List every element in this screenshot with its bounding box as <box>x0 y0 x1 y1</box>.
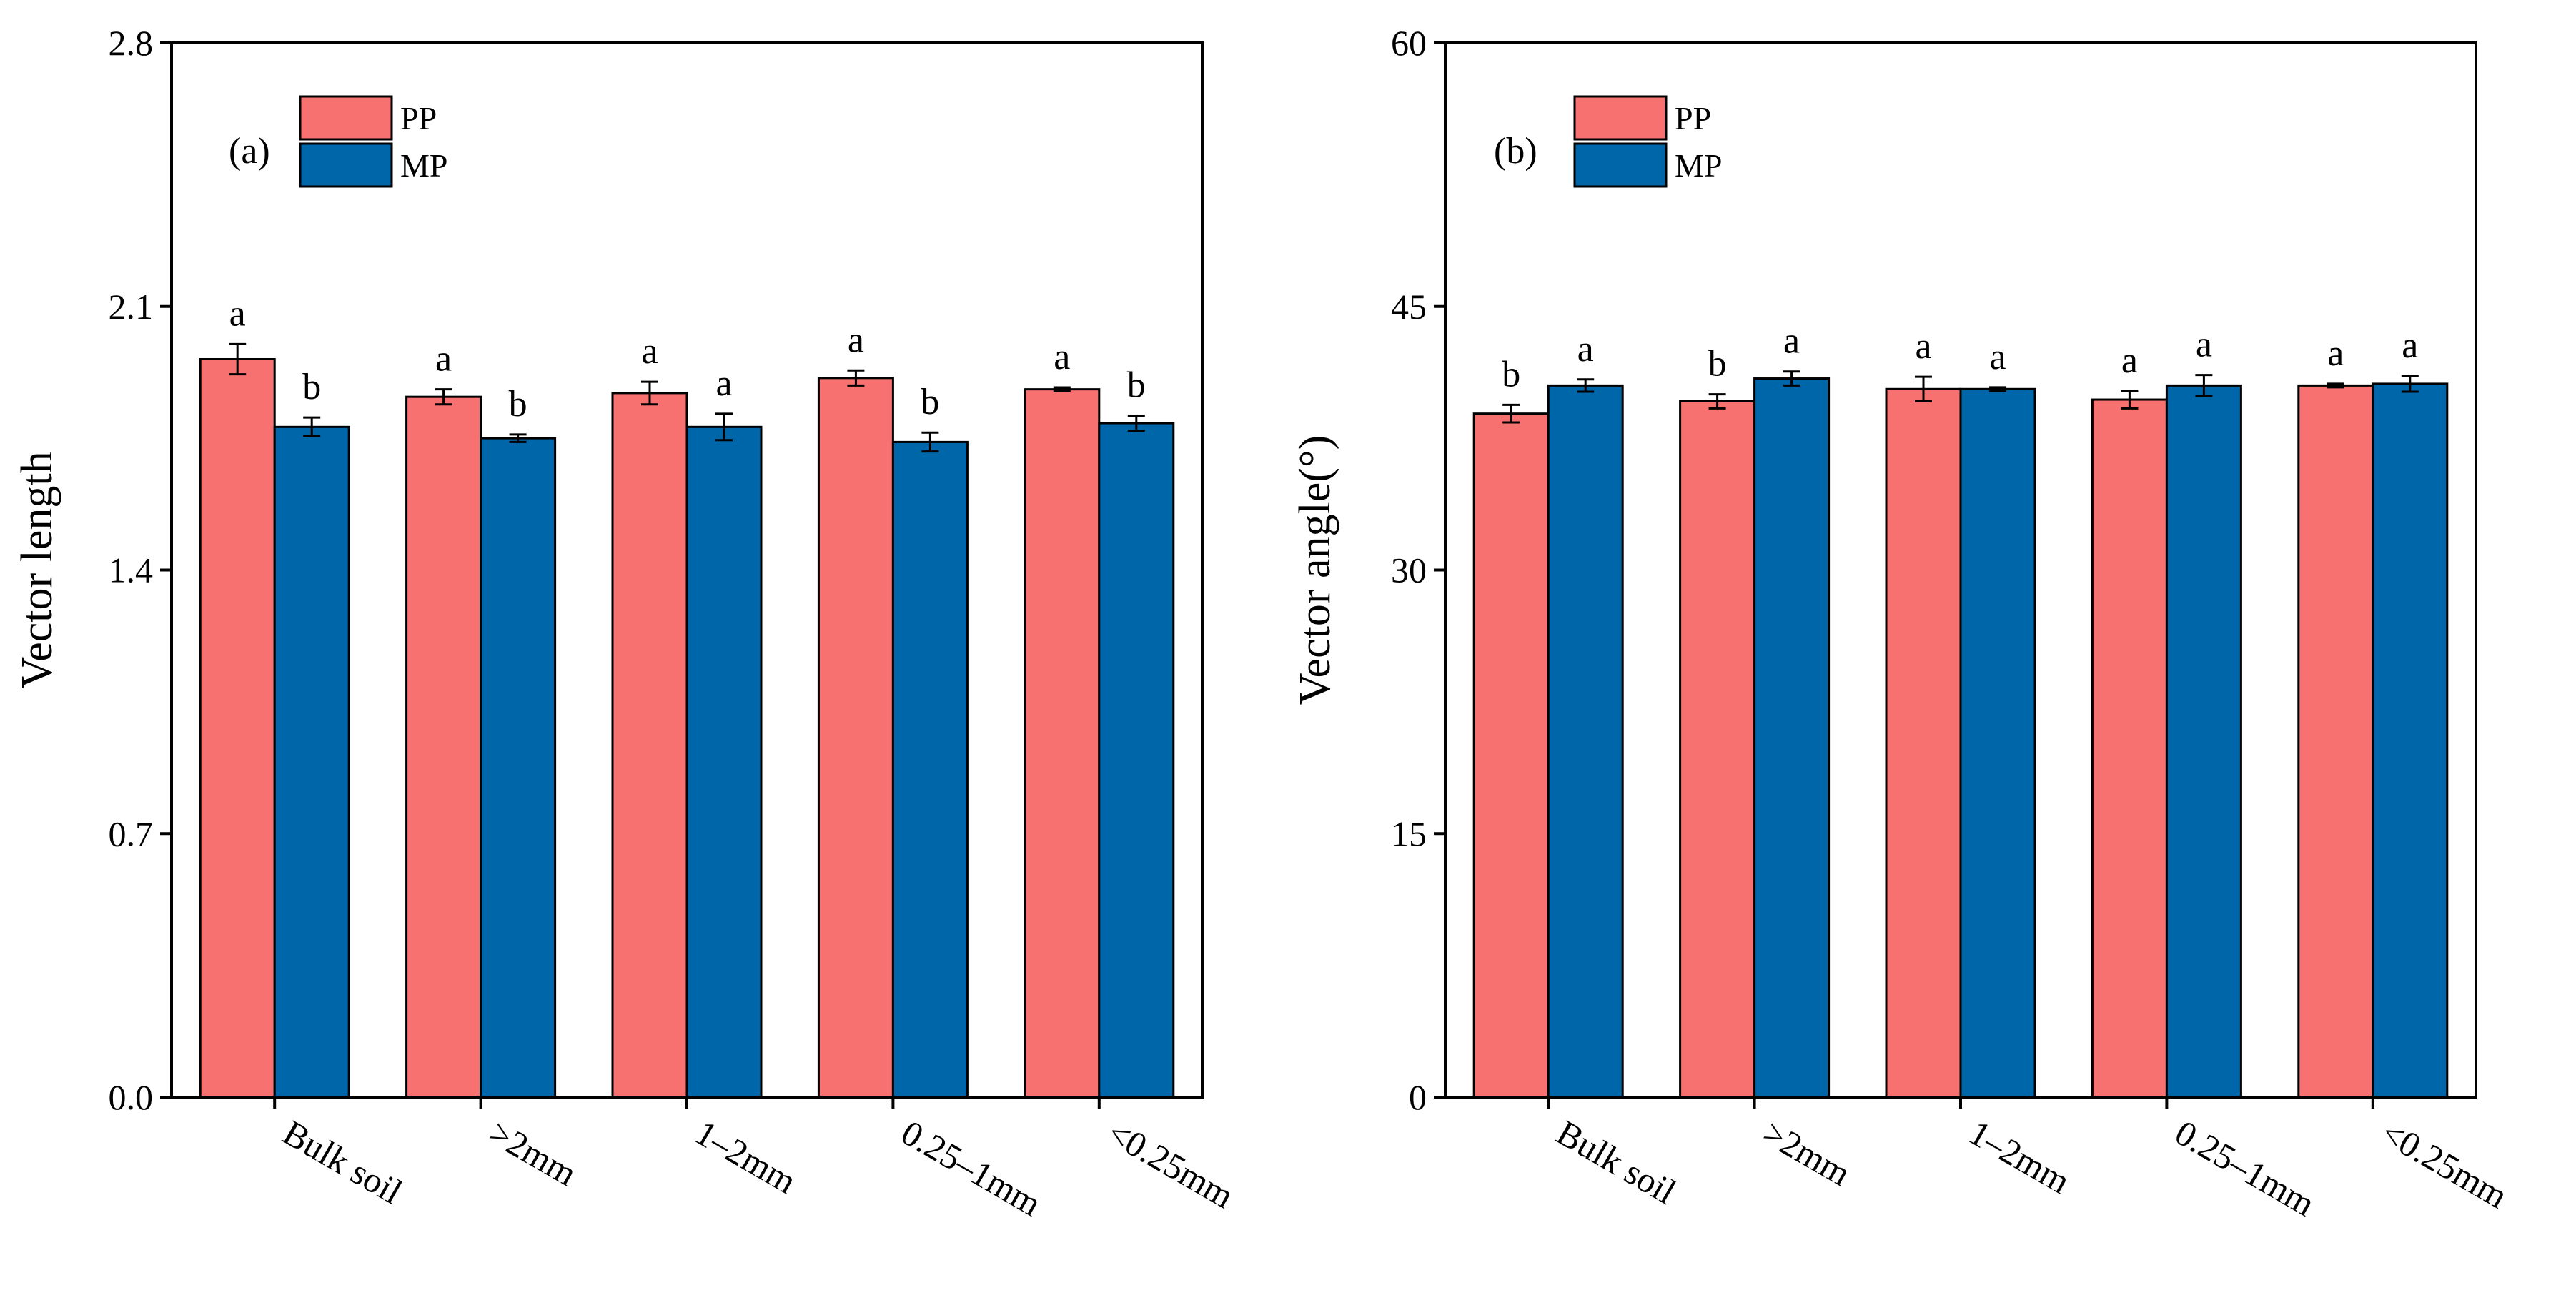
y-tick-label: 0 <box>1409 1077 1427 1117</box>
significance-label-pp-0: a <box>229 293 246 334</box>
x-category-label: 1–2mm <box>689 1112 803 1202</box>
bar-mp-0 <box>273 425 350 1099</box>
y-tick-label: 30 <box>1391 550 1427 590</box>
error-bar-pp-2 <box>1915 375 1932 402</box>
x-category-label: Bulk soil <box>1550 1112 1683 1212</box>
error-bar-pp-2 <box>641 380 658 406</box>
x-category-label: 0.25–1mm <box>2169 1112 2322 1224</box>
error-bar-pp-4 <box>1053 386 1071 392</box>
bar-pp-0 <box>1472 412 1550 1099</box>
legend-swatch-pp <box>1573 95 1668 141</box>
error-bar-mp-2 <box>715 412 733 442</box>
error-bar-mp-0 <box>303 416 321 437</box>
significance-label-pp-3: a <box>848 319 864 360</box>
y-tick-label: 15 <box>1391 813 1427 853</box>
x-category-label: <0.25mm <box>2374 1112 2515 1216</box>
x-category-label: Bulk soil <box>277 1112 410 1212</box>
y-tick-label: 45 <box>1391 287 1427 327</box>
y-tick-label: 60 <box>1391 23 1427 63</box>
y-axis-title: Vector angle(°) <box>1291 435 1339 705</box>
bar-mp-0 <box>1547 384 1624 1099</box>
bar-mp-3 <box>2165 384 2242 1099</box>
x-category-label: <0.25mm <box>1101 1112 1241 1216</box>
error-bar-mp-0 <box>1577 378 1595 393</box>
significance-label-mp-0: b <box>302 367 321 407</box>
significance-label-mp-4: a <box>2402 325 2418 366</box>
significance-label-pp-4: a <box>2327 333 2344 374</box>
legend: PP MP <box>1573 95 1722 188</box>
panel-label: (a) <box>229 131 270 172</box>
significance-label-mp-1: a <box>1783 321 1800 362</box>
error-bar-pp-0 <box>229 342 247 376</box>
significance-label-mp-1: b <box>509 384 527 425</box>
legend-swatch-mp <box>299 142 393 188</box>
error-bar-mp-3 <box>2195 374 2213 397</box>
bar-mp-3 <box>891 440 969 1099</box>
legend-label-pp: PP <box>400 100 437 137</box>
significance-label-pp-2: a <box>1915 326 1931 367</box>
bar-mp-4 <box>1098 422 1175 1099</box>
error-bar-mp-4 <box>1127 415 1145 432</box>
error-bar-mp-1 <box>1783 370 1800 387</box>
error-bar-pp-4 <box>2327 382 2344 389</box>
bar-mp-2 <box>685 425 763 1099</box>
significance-label-mp-2: a <box>1989 337 2006 377</box>
bar-mp-2 <box>1959 387 2036 1099</box>
significance-label-mp-3: a <box>2196 324 2212 365</box>
significance-label-pp-3: a <box>2121 340 2138 381</box>
legend-label-mp: MP <box>1675 147 1722 184</box>
significance-label-mp-3: b <box>921 382 939 422</box>
legend: PP MP <box>299 95 447 188</box>
error-bar-pp-1 <box>1708 393 1726 410</box>
y-tick-label: 2.1 <box>109 287 154 327</box>
bar-pp-0 <box>199 358 276 1099</box>
significance-label-pp-4: a <box>1054 337 1070 377</box>
legend-swatch-pp <box>299 95 393 141</box>
error-bar-pp-0 <box>1502 403 1520 424</box>
panel-b: b b a a a a a a a a 0 15 30 45 60 Vector angle(°) Bulk s… <box>1291 23 2515 1224</box>
significance-label-pp-0: b <box>1502 354 1520 395</box>
y-tick-label: 0.0 <box>109 1077 154 1117</box>
bar-pp-2 <box>1885 387 1962 1099</box>
bar-pp-1 <box>1679 400 1756 1099</box>
panel-label: (b) <box>1494 131 1537 172</box>
error-bar-mp-4 <box>2401 375 2419 393</box>
y-axis-title: Vector length <box>13 451 61 688</box>
bar-mp-1 <box>480 437 557 1099</box>
significance-label-pp-1: a <box>435 339 452 380</box>
error-bar-mp-1 <box>509 433 527 443</box>
x-category-label: 0.25–1mm <box>895 1112 1049 1224</box>
significance-label-mp-4: b <box>1127 365 1146 406</box>
legend-label-mp: MP <box>400 147 447 184</box>
x-category-label: >2mm <box>482 1112 584 1194</box>
bar-mp-1 <box>1753 377 1831 1099</box>
bar-pp-3 <box>2091 398 2168 1099</box>
bar-pp-4 <box>1024 388 1101 1099</box>
error-bar-mp-3 <box>921 431 939 453</box>
error-bar-pp-3 <box>847 369 865 387</box>
legend-label-pp: PP <box>1675 100 1711 137</box>
x-category-label: 1–2mm <box>1963 1112 2077 1202</box>
bar-pp-1 <box>405 395 482 1099</box>
bar-pp-3 <box>817 377 894 1099</box>
error-bar-mp-2 <box>1989 386 2006 392</box>
significance-label-mp-0: a <box>1577 329 1594 370</box>
significance-label-mp-2: a <box>715 363 732 404</box>
bar-pp-2 <box>611 392 688 1099</box>
bar-mp-4 <box>2372 382 2449 1099</box>
y-tick-label: 2.8 <box>109 23 154 63</box>
y-tick-label: 1.4 <box>109 550 154 590</box>
legend-swatch-mp <box>1573 142 1668 188</box>
bar-pp-4 <box>2297 384 2374 1099</box>
significance-label-pp-2: a <box>641 331 658 372</box>
error-bar-pp-1 <box>435 388 452 406</box>
x-category-label: >2mm <box>1756 1112 1858 1194</box>
significance-label-pp-1: b <box>1708 344 1727 385</box>
error-bar-pp-3 <box>2121 390 2139 410</box>
panel-a: a a a a a b b a b b 0.0 0.7 1.4 2.1 2.8 Vector length Bu… <box>13 23 1241 1224</box>
y-tick-label: 0.7 <box>109 813 154 853</box>
